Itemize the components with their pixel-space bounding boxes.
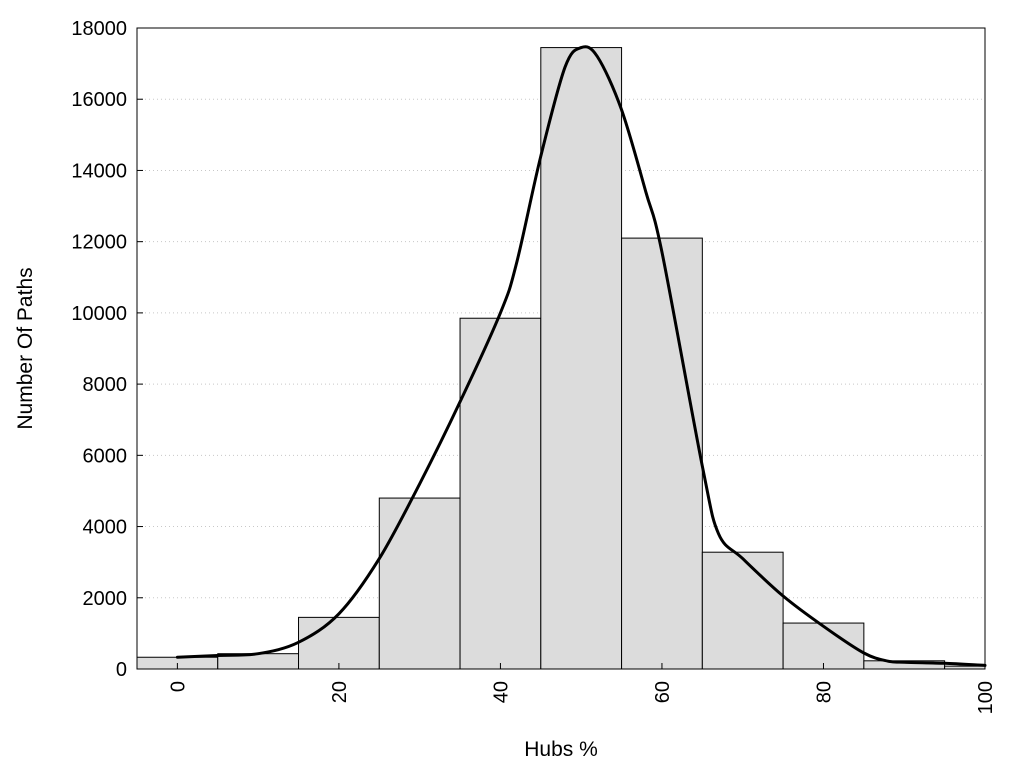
y-tick-label-2: 4000 (83, 517, 128, 539)
x-tick-label-2: 40 (490, 681, 512, 703)
y-tick-label-9: 18000 (71, 18, 127, 40)
y-tick-label-3: 6000 (83, 445, 128, 467)
x-axis-title: Hubs % (524, 738, 598, 761)
bar-6 (621, 237, 703, 670)
bars-layer (136, 47, 986, 670)
x-tick-label-3: 60 (652, 681, 674, 703)
bar-7 (701, 551, 784, 670)
bar-4 (459, 317, 542, 670)
y-tick-label-4: 8000 (83, 374, 128, 396)
x-tick-label-5: 100 (975, 681, 997, 714)
x-axis: 0 20 40 60 80 100 (167, 663, 997, 714)
y-tick-label-5: 10000 (71, 303, 127, 325)
x-tick-label-4: 80 (813, 681, 835, 703)
y-axis: 0 2000 4000 6000 8000 10000 12000 14000 16000 180… (71, 18, 143, 681)
density-curve (175, 45, 987, 667)
y-axis-title: Number Of Paths (14, 267, 37, 429)
x-tick-label-1: 20 (329, 681, 351, 703)
y-tick-label-1: 2000 (83, 588, 128, 610)
plot-frame (136, 27, 986, 670)
bar-3 (378, 497, 461, 670)
y-tick-label-7: 14000 (71, 160, 127, 182)
bar-5 (540, 47, 623, 670)
y-tick-label-8: 16000 (71, 89, 127, 111)
y-tick-label-0: 0 (116, 659, 127, 681)
x-tick-label-0: 0 (167, 681, 189, 692)
bar-2 (298, 616, 380, 670)
y-tick-label-6: 12000 (71, 232, 127, 254)
